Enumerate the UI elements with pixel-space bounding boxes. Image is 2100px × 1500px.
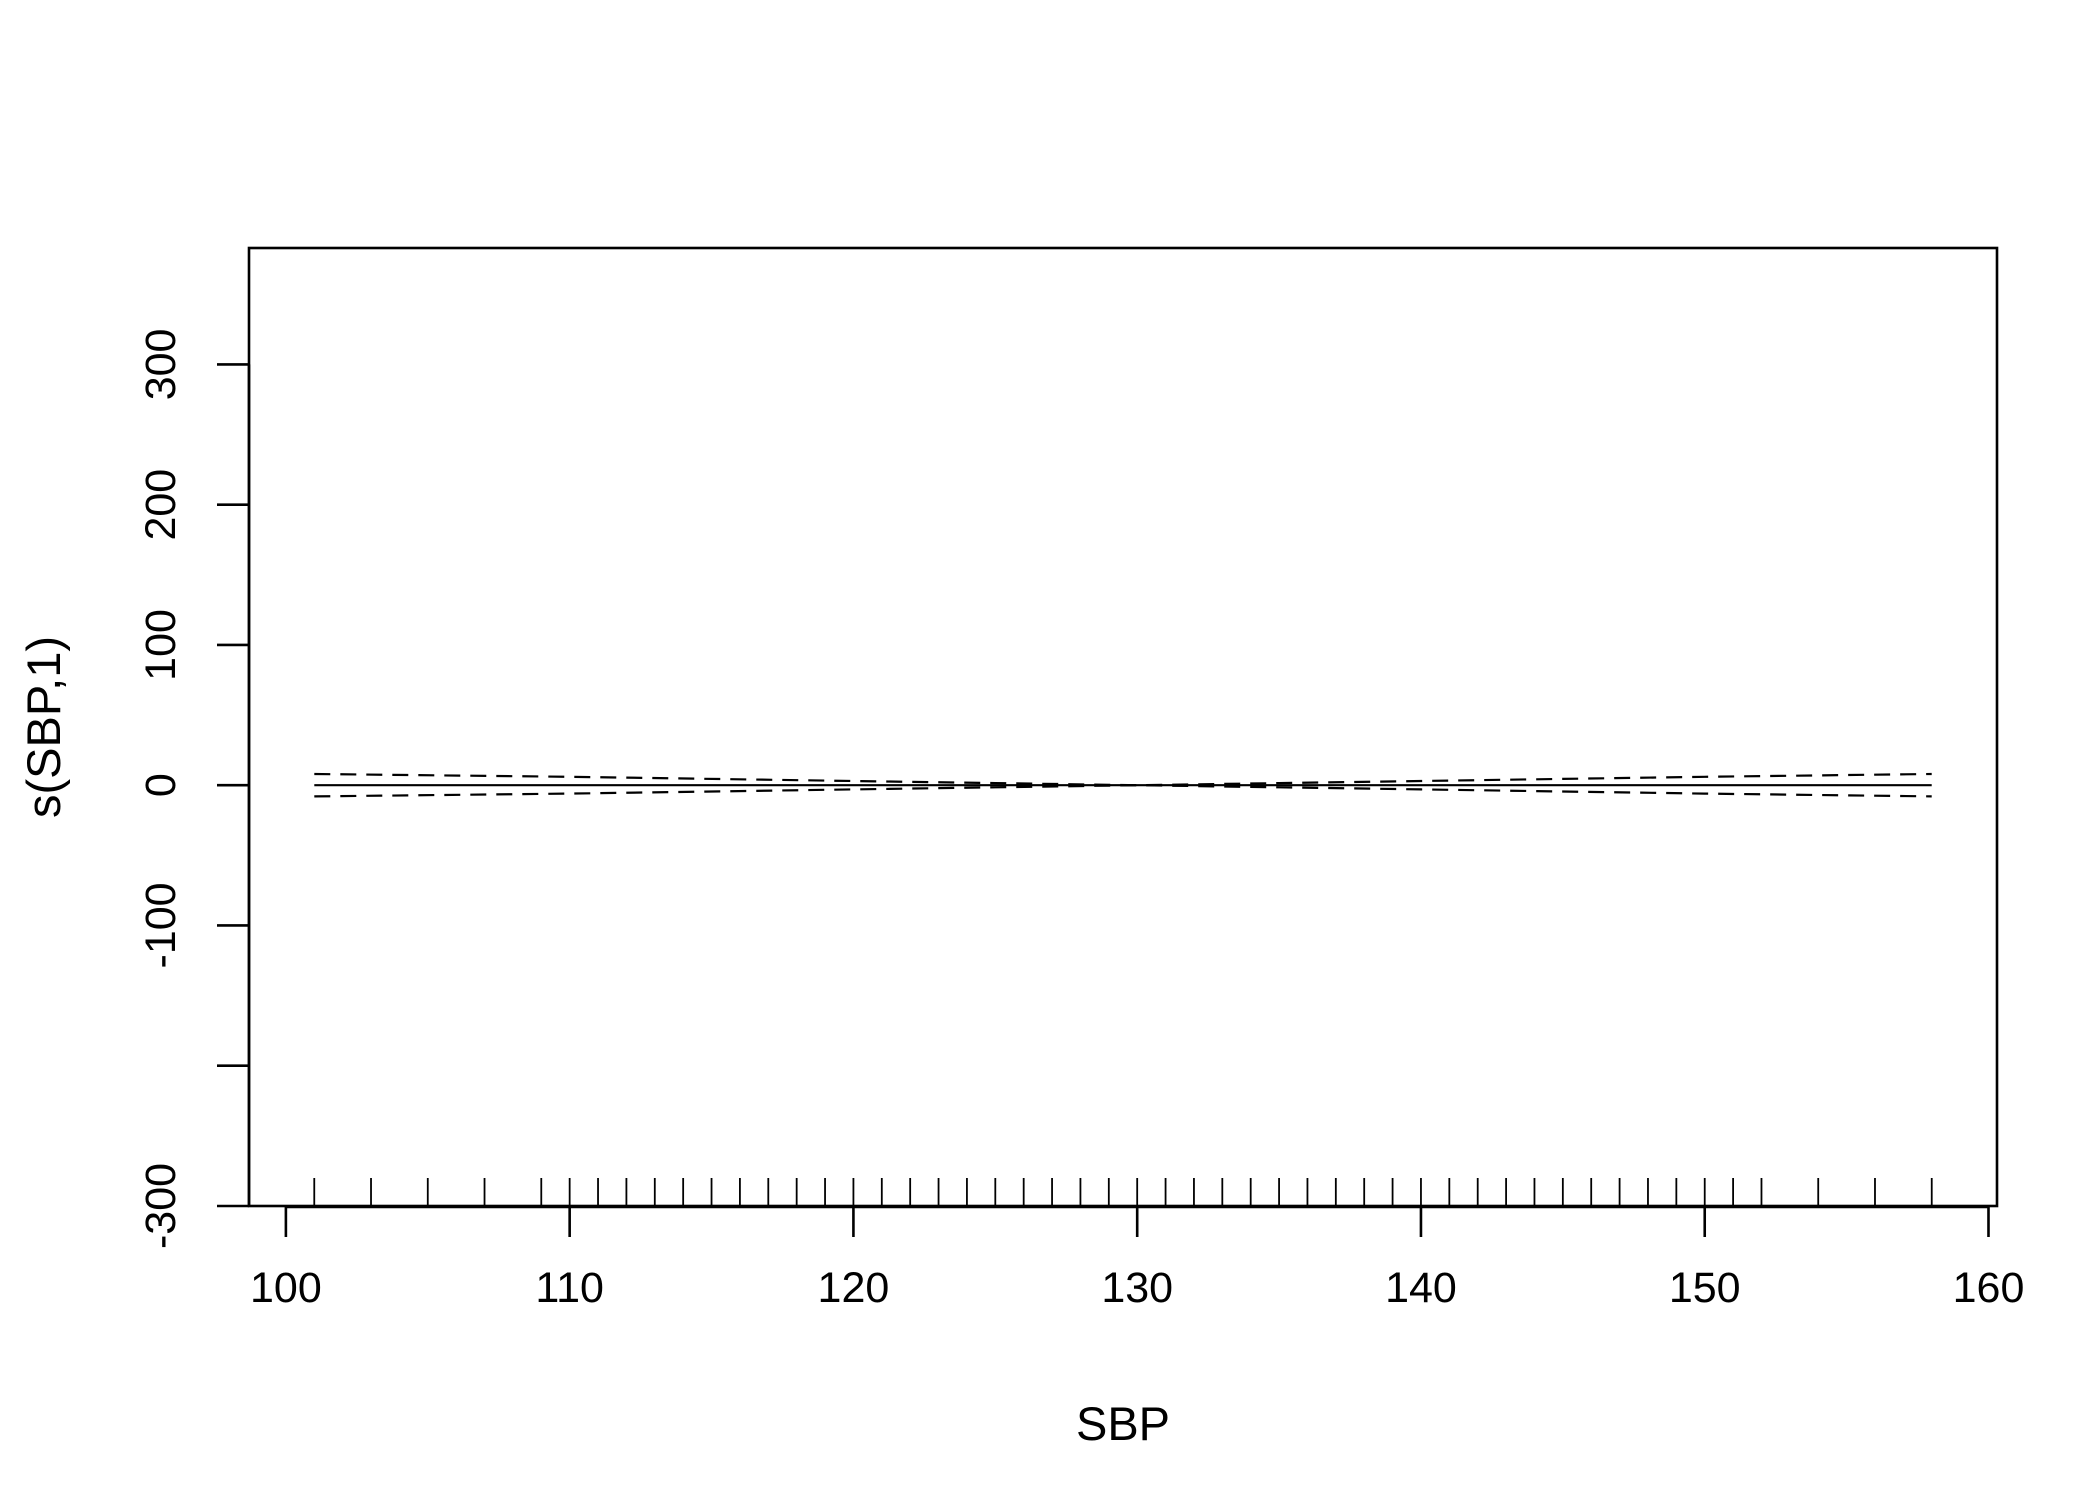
rug <box>313 1178 1933 1206</box>
y-tick-label: 300 <box>137 329 185 401</box>
y-axis-title: s(SBP,1) <box>17 636 70 818</box>
upper-band-line <box>314 772 1932 787</box>
x-tick-label: 160 <box>1953 1264 2025 1312</box>
x-tick-label: 140 <box>1385 1264 1457 1312</box>
x-tick-label: 130 <box>1101 1264 1173 1312</box>
x-tick-label: 150 <box>1669 1264 1741 1312</box>
plot-frame <box>247 246 1999 1208</box>
lower-band-line <box>314 784 1932 798</box>
x-axis: 100 110 120 130 140 150 160 <box>250 1205 2025 1312</box>
y-tick-label: -100 <box>137 882 185 968</box>
x-tick-label: 110 <box>535 1264 604 1312</box>
x-axis-title: SBP <box>1076 1397 1170 1450</box>
y-tick-label: 100 <box>137 609 185 681</box>
series-layer <box>314 772 1932 798</box>
y-axis: -300 -100 0 100 200 300 <box>137 329 251 1249</box>
y-tick-label: -300 <box>137 1163 185 1249</box>
y-tick-label: 200 <box>137 469 185 541</box>
y-tick-label: 0 <box>137 773 185 797</box>
x-tick-label: 120 <box>818 1264 890 1312</box>
x-tick-label: 100 <box>250 1264 322 1312</box>
